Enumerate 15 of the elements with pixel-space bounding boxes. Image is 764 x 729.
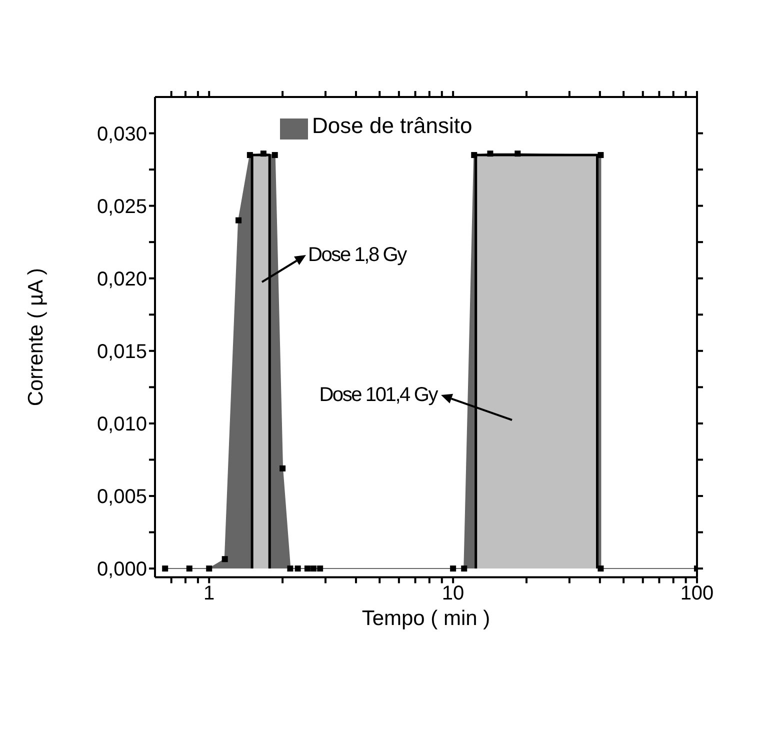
y-tick-label: 0,015 (96, 341, 147, 363)
y-tick-label: 0,030 (96, 123, 147, 146)
y-axis-title: Corrente ( µA ) (24, 268, 48, 406)
x-axis-title: Tempo ( min ) (362, 607, 490, 630)
annotation: Dose 101,4 Gy (319, 384, 438, 406)
x-tick-label: 1 (204, 582, 215, 604)
y-tick-label: 0,025 (96, 196, 147, 218)
x-tick-label: 100 (680, 582, 714, 604)
y-tick-label: 0,000 (96, 558, 147, 581)
y-tick-label: 0,005 (96, 486, 147, 508)
annotation: Dose 1,8 Gy (308, 244, 408, 266)
y-tick-label: 0,020 (96, 268, 147, 290)
x-tick-label: 10 (442, 582, 464, 604)
y-tick-label: 0,010 (96, 414, 147, 436)
legend-label: Dose de trânsito (312, 113, 472, 138)
